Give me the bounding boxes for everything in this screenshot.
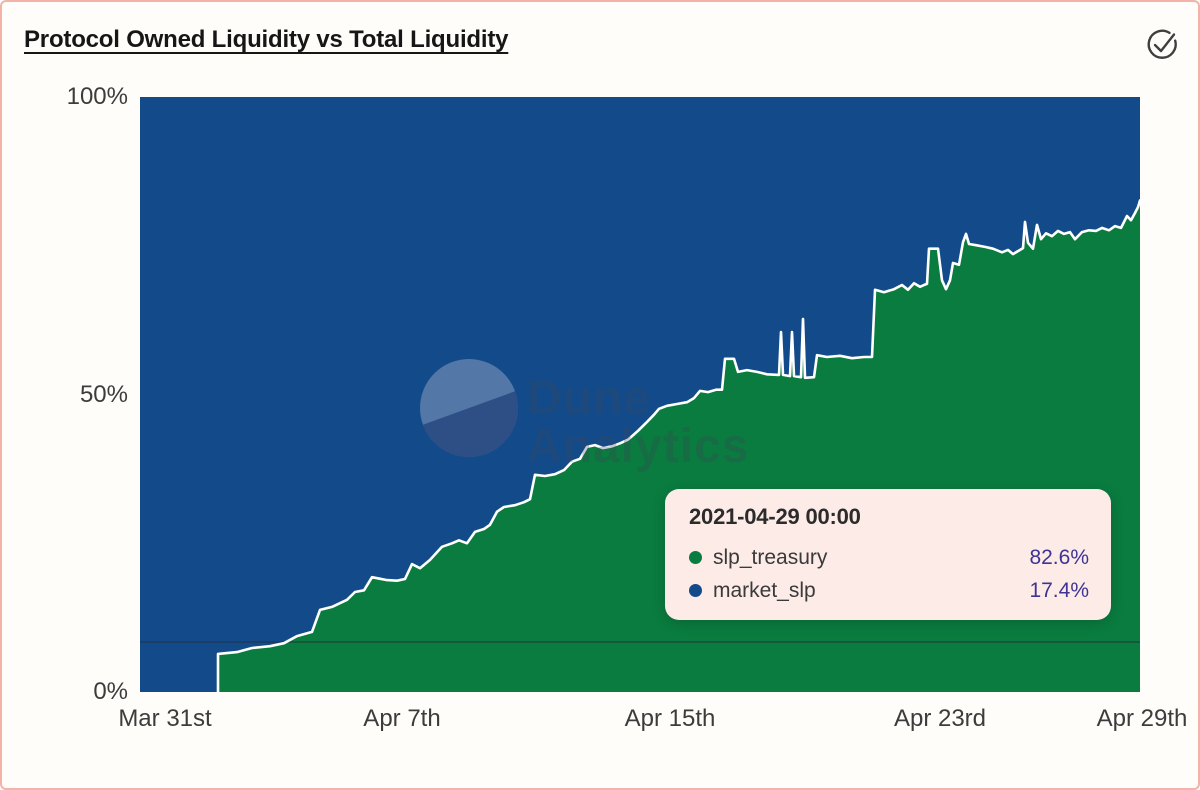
x-tick-label: Apr 15th xyxy=(624,705,716,732)
page-title: Protocol Owned Liquidity vs Total Liquid… xyxy=(24,26,509,53)
dune-logo-crescent xyxy=(422,391,519,457)
series-name: market_slp xyxy=(713,578,816,602)
y-tick-label: 50% xyxy=(79,380,128,408)
x-tick-label: Mar 31st xyxy=(118,705,212,732)
y-tick-label: 0% xyxy=(93,678,128,705)
x-tick-label: Apr 23rd xyxy=(893,705,987,732)
chart-tooltip: 2021-04-29 00:00 slp_treasury 82.6% market… xyxy=(665,489,1111,620)
tooltip-date: 2021-04-29 00:00 xyxy=(689,504,861,529)
dune-watermark: Dune Analytics xyxy=(420,359,749,473)
x-tick-label: Apr 7th xyxy=(363,705,441,732)
x-tick-label: Apr 29th xyxy=(1096,705,1188,732)
series-value: 82.6% xyxy=(1029,545,1089,569)
series-color-dot xyxy=(689,584,702,597)
series-name: slp_treasury xyxy=(713,545,828,569)
check-circle-icon[interactable] xyxy=(1144,26,1180,62)
watermark-line1: Dune xyxy=(527,372,651,425)
tooltip-row: slp_treasury 82.6% xyxy=(689,541,1089,574)
y-tick-label: 100% xyxy=(66,83,128,110)
watermark-line2: Analytics xyxy=(527,420,749,473)
tooltip-rows: slp_treasury 82.6% market_slp 17.4% xyxy=(689,541,1089,607)
series-boundary-line xyxy=(216,199,1142,694)
series-color-dot xyxy=(689,551,702,564)
tooltip-row: market_slp 17.4% xyxy=(689,574,1089,607)
series-value: 17.4% xyxy=(1029,578,1089,602)
